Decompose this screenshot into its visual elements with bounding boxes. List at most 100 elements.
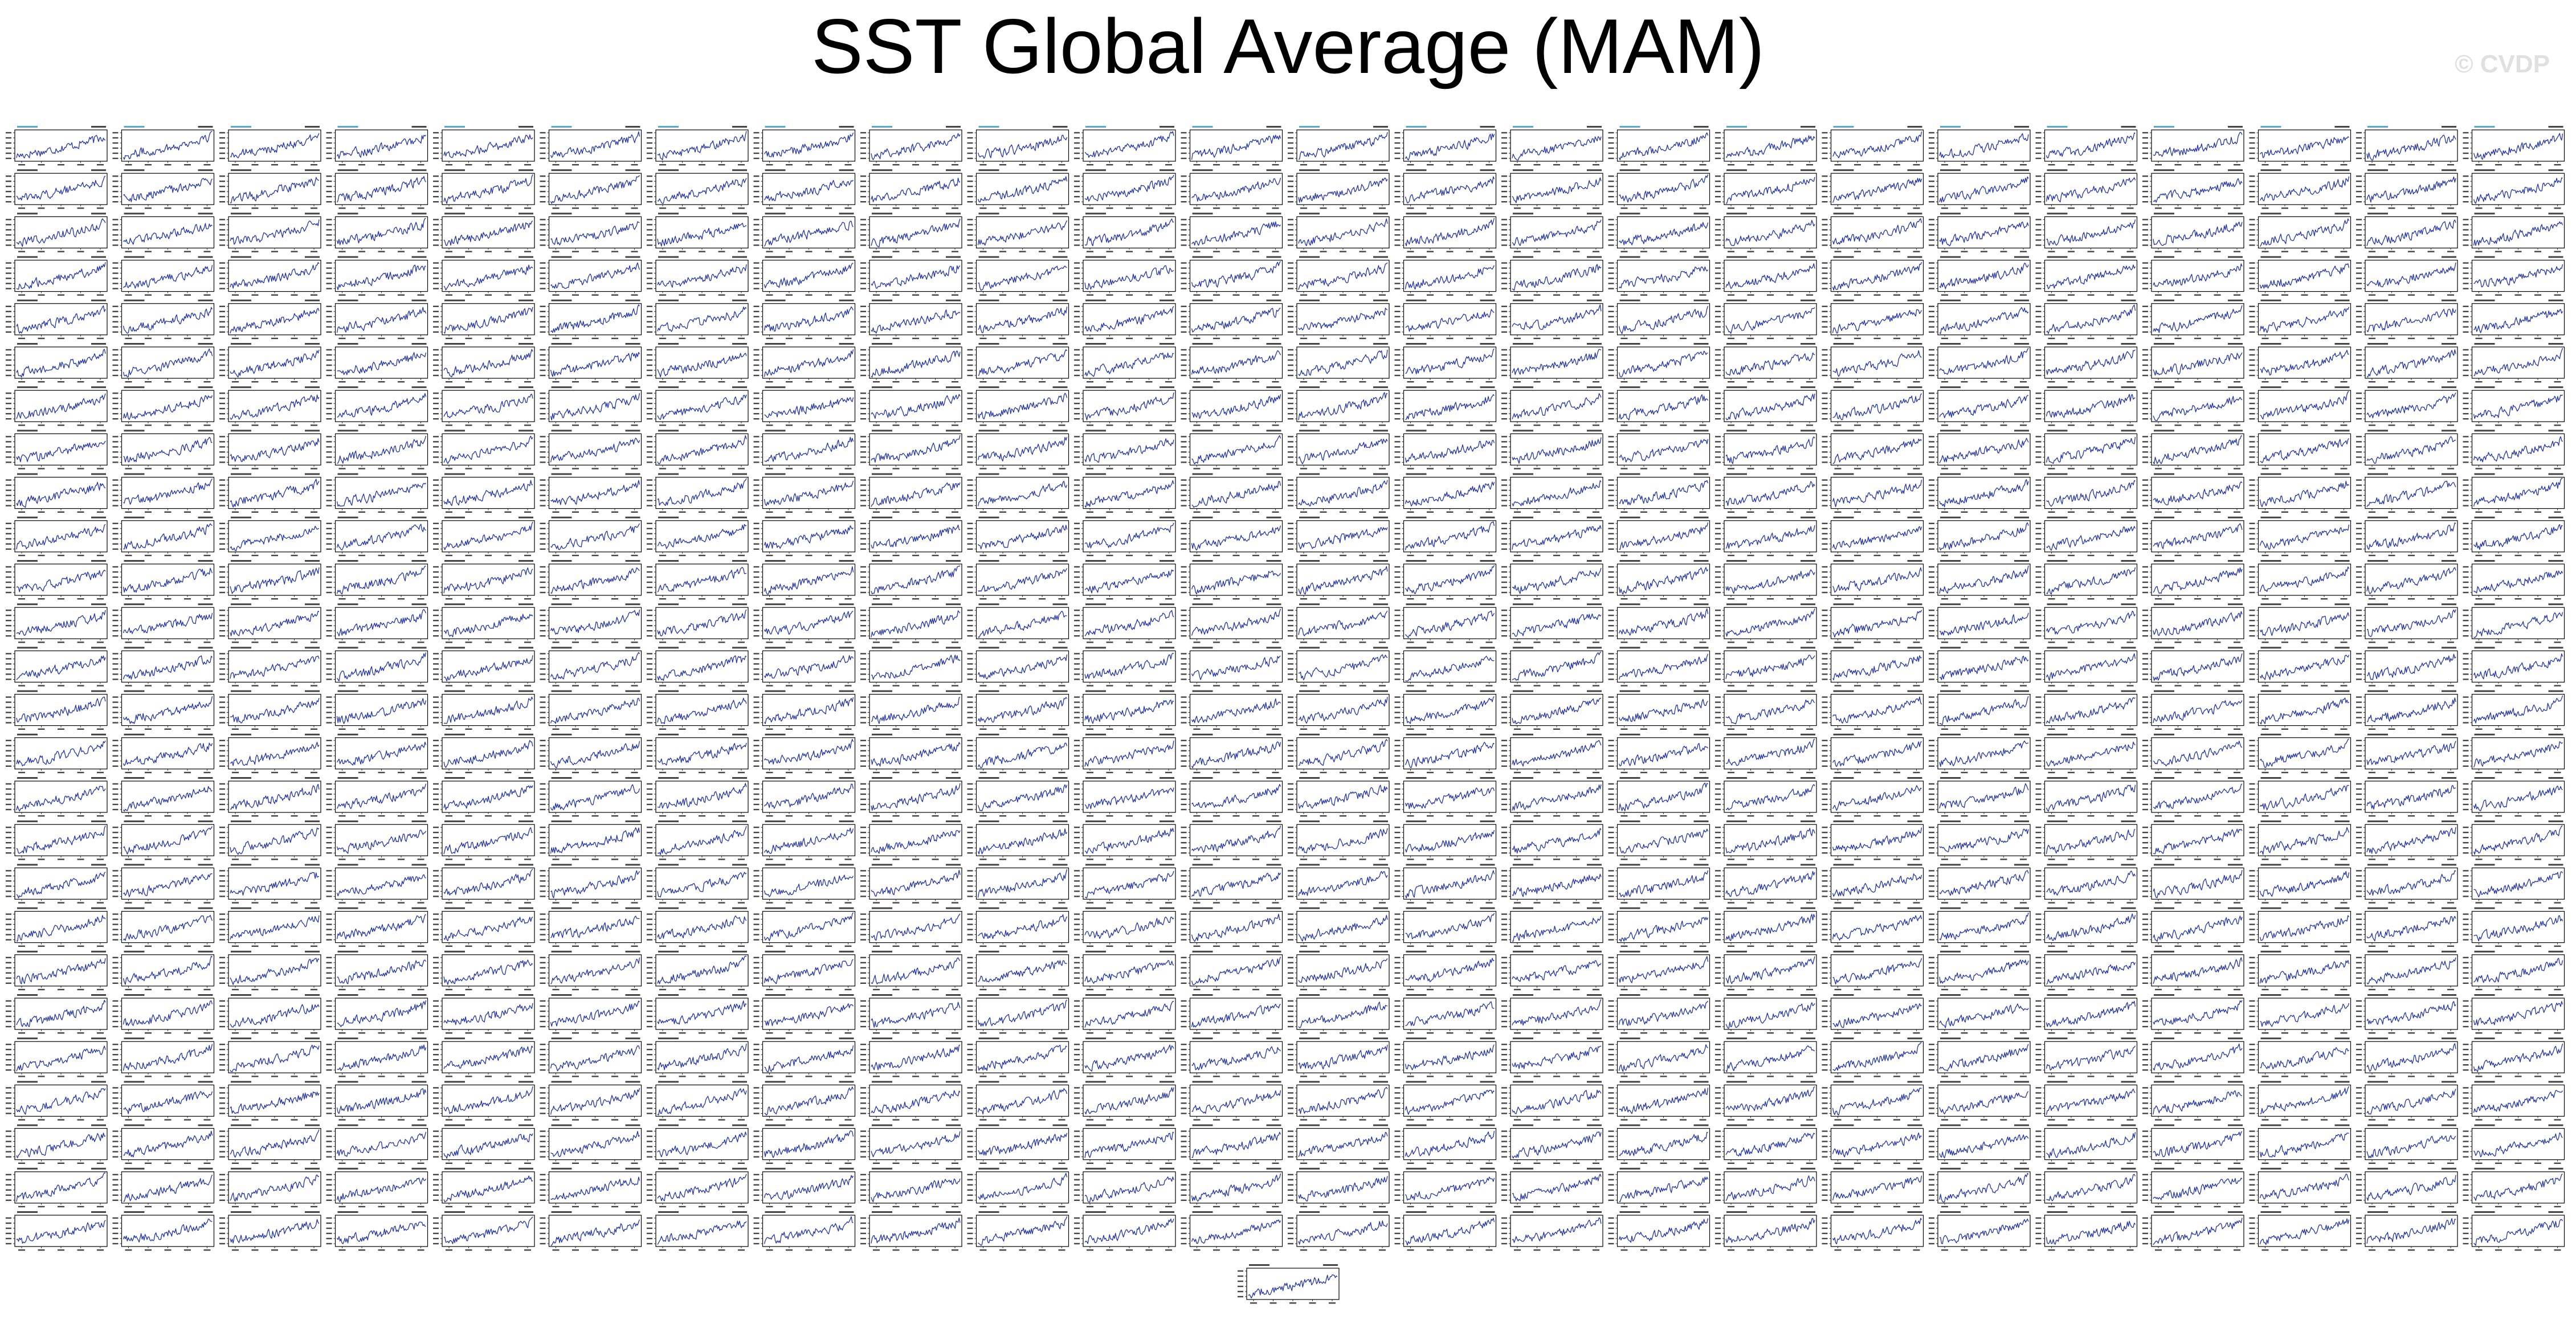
y-tick-label bbox=[2142, 244, 2148, 246]
x-tick-label bbox=[2234, 338, 2240, 339]
series-line bbox=[1299, 219, 1387, 246]
x-tick-label bbox=[1893, 381, 1900, 382]
x-tick-label bbox=[2020, 381, 2027, 382]
y-tick-label bbox=[2356, 239, 2362, 240]
x-tick-label bbox=[2428, 295, 2435, 296]
y-tick-label bbox=[967, 283, 973, 284]
y-tick-label bbox=[2463, 244, 2469, 246]
x-tick-label bbox=[2515, 164, 2522, 165]
x-tick-label bbox=[2175, 295, 2182, 296]
y-tick-label bbox=[1181, 436, 1187, 437]
x-tick-label bbox=[2214, 251, 2221, 252]
x-tick-label bbox=[2262, 295, 2269, 296]
x-tick-label bbox=[58, 295, 64, 296]
panel-frame bbox=[2152, 173, 2244, 205]
x-tick-label bbox=[2048, 381, 2055, 382]
y-tick-label bbox=[1715, 267, 1721, 268]
panel bbox=[1288, 386, 1389, 426]
panel-frame bbox=[1831, 347, 1924, 378]
x-tick-label bbox=[232, 207, 239, 209]
x-tick-label bbox=[58, 251, 64, 252]
x-tick-label bbox=[806, 295, 813, 296]
series-line bbox=[1619, 351, 1708, 377]
panel-stat bbox=[2335, 300, 2350, 301]
x-tick-label bbox=[2175, 207, 2182, 209]
series-line bbox=[765, 180, 854, 201]
y-tick-label bbox=[1288, 393, 1293, 394]
y-tick-label bbox=[860, 191, 866, 192]
y-tick-label bbox=[2250, 418, 2255, 419]
x-tick-label bbox=[1300, 251, 1307, 252]
y-tick-label bbox=[2356, 186, 2362, 187]
x-tick-label bbox=[291, 381, 298, 382]
series-line bbox=[978, 437, 1067, 461]
panel-frame bbox=[2365, 173, 2457, 205]
y-tick-label bbox=[6, 132, 11, 133]
x-tick-label bbox=[165, 164, 172, 165]
panel bbox=[2250, 343, 2351, 382]
x-tick-label bbox=[1165, 424, 1172, 426]
panel-stat bbox=[946, 213, 961, 214]
y-tick-label bbox=[2036, 277, 2042, 279]
y-tick-label bbox=[1501, 461, 1507, 463]
y-tick-label bbox=[1181, 359, 1187, 361]
x-tick-label bbox=[912, 338, 919, 339]
x-tick-label bbox=[446, 424, 452, 426]
y-tick-label bbox=[1609, 446, 1614, 447]
x-tick-label bbox=[1981, 381, 1987, 382]
y-tick-label bbox=[113, 316, 119, 317]
y-tick-label bbox=[1929, 306, 1934, 307]
y-tick-label bbox=[754, 132, 760, 133]
y-tick-label bbox=[219, 321, 225, 322]
x-tick-label bbox=[2020, 338, 2027, 339]
y-tick-label bbox=[967, 262, 973, 263]
y-tick-label bbox=[754, 359, 760, 361]
x-tick-label bbox=[1379, 338, 1386, 339]
panel bbox=[2356, 343, 2457, 382]
x-tick-label bbox=[1039, 468, 1046, 469]
y-tick-label bbox=[2463, 413, 2469, 414]
panel-frame bbox=[1724, 434, 1816, 465]
panel-label bbox=[1406, 386, 1427, 388]
y-tick-label bbox=[6, 153, 11, 154]
y-tick-label bbox=[113, 191, 119, 192]
panel-label bbox=[979, 169, 999, 171]
y-tick-label bbox=[1715, 375, 1721, 376]
y-tick-label bbox=[2142, 354, 2148, 355]
x-tick-label bbox=[1893, 251, 1900, 252]
x-tick-label bbox=[1941, 207, 1948, 209]
x-tick-label bbox=[1728, 424, 1734, 426]
y-tick-label bbox=[2036, 201, 2042, 202]
x-tick-label bbox=[1767, 424, 1774, 426]
y-tick-label bbox=[1609, 137, 1614, 138]
x-tick-label bbox=[1913, 164, 1920, 165]
y-tick-label bbox=[2250, 398, 2255, 399]
y-tick-label bbox=[754, 408, 760, 409]
y-tick-label bbox=[1609, 267, 1614, 268]
x-tick-label bbox=[893, 424, 900, 426]
y-tick-label bbox=[860, 375, 866, 376]
y-tick-label bbox=[2142, 219, 2148, 220]
panel-stat bbox=[1801, 256, 1815, 258]
x-tick-label bbox=[311, 381, 317, 382]
panel-stat bbox=[2228, 386, 2243, 388]
y-tick-label bbox=[1288, 196, 1293, 197]
y-tick-label bbox=[647, 239, 652, 240]
x-tick-label bbox=[1407, 251, 1414, 252]
series-line bbox=[1512, 394, 1601, 419]
panel-stat bbox=[2442, 386, 2456, 388]
panel bbox=[6, 300, 107, 339]
x-tick-label bbox=[1059, 295, 1065, 296]
panel-label bbox=[979, 430, 999, 431]
y-tick-label bbox=[219, 196, 225, 197]
panel bbox=[1395, 386, 1496, 426]
y-tick-label bbox=[1715, 283, 1721, 284]
x-tick-label bbox=[2127, 338, 2134, 339]
x-tick-label bbox=[204, 207, 211, 209]
y-tick-label bbox=[647, 277, 652, 279]
y-tick-label bbox=[326, 359, 332, 361]
y-tick-label bbox=[1609, 456, 1614, 457]
x-tick-label bbox=[232, 295, 239, 296]
series-line bbox=[2260, 264, 2349, 288]
panel-label bbox=[979, 300, 999, 301]
